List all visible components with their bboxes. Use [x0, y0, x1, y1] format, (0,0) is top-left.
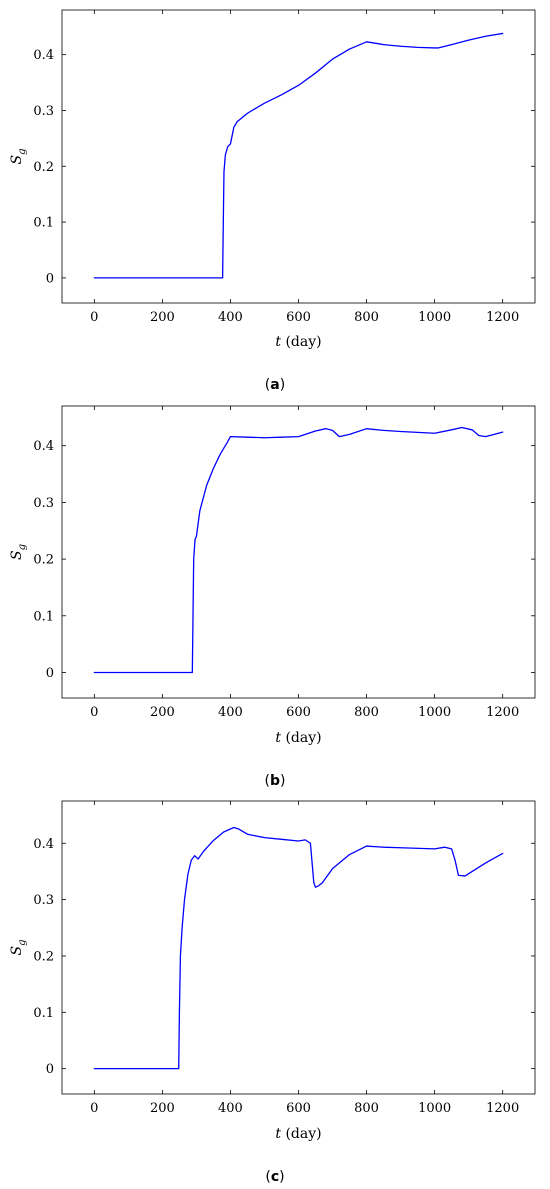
y-axis-label: Sg: [9, 940, 28, 956]
panel-caption: (c): [265, 1169, 284, 1185]
y-axis-label-sub: g: [17, 149, 28, 155]
x-tick-label: 0: [90, 1101, 98, 1116]
x-tick-label: 200: [150, 1101, 175, 1116]
y-axis-label: Sg: [9, 149, 28, 165]
panel-caption-letter: b: [270, 773, 280, 789]
x-tick-label: 1000: [418, 1101, 451, 1116]
x-axis-label-var: t: [275, 1126, 281, 1142]
y-tick-label: 0: [46, 1062, 54, 1077]
y-tick-label: 0: [46, 271, 54, 286]
y-tick-label: 0.2: [33, 949, 54, 964]
y-tick-label: 0.4: [33, 439, 54, 454]
x-tick-label: 1000: [418, 310, 451, 325]
y-tick-label: 0.1: [33, 1006, 54, 1021]
panel-caption-letter: a: [270, 377, 279, 393]
y-axis-label-main: S: [9, 155, 25, 165]
panel-caption: (a): [265, 377, 285, 393]
y-axis-label-main: S: [9, 946, 25, 956]
x-tick-label: 200: [150, 310, 175, 325]
y-tick-label: 0.2: [33, 160, 54, 175]
x-tick-label: 1000: [418, 705, 451, 720]
y-tick-label: 0.4: [33, 837, 54, 852]
x-tick-label: 0: [90, 705, 98, 720]
x-tick-label: 1200: [486, 310, 519, 325]
x-axis-label: t (day): [275, 730, 321, 746]
x-tick-label: 200: [150, 705, 175, 720]
x-axis-label-var: t: [275, 334, 281, 350]
y-tick-label: 0.4: [33, 48, 54, 63]
x-axis-label-unit: (day): [285, 334, 321, 350]
y-axis-label: Sg: [9, 544, 28, 560]
x-axis-label-unit: (day): [285, 730, 321, 746]
y-tick-label: 0.1: [33, 609, 54, 624]
x-axis-label-var: t: [275, 730, 281, 746]
x-tick-label: 1200: [486, 1101, 519, 1116]
chart-panel-c: 0 200 400 600 800 1000 1200 0 0.1 0.2 0.3 0.4 t (day…: [9, 800, 536, 1185]
x-tick-label: 600: [286, 1101, 311, 1116]
y-axis-label-main: S: [9, 550, 25, 560]
x-tick-label: 0: [90, 310, 98, 325]
y-axis-label-sub: g: [17, 940, 28, 946]
panel-caption-letter: c: [271, 1169, 279, 1185]
y-tick-label: 0.1: [33, 216, 54, 231]
x-tick-label: 800: [354, 705, 379, 720]
y-axis-label-sub: g: [17, 544, 28, 550]
y-tick-label: 0.3: [33, 893, 54, 908]
x-tick-label: 600: [286, 705, 311, 720]
plot-frame: [61, 405, 536, 699]
x-tick-label: 1200: [486, 705, 519, 720]
x-tick-label: 400: [218, 310, 243, 325]
x-axis-label: t (day): [275, 334, 321, 350]
y-tick-label: 0.2: [33, 553, 54, 568]
plot-frame: [61, 9, 536, 304]
y-tick-label: 0: [46, 666, 54, 681]
series-line: [93, 826, 504, 1070]
x-tick-label: 600: [286, 310, 311, 325]
x-tick-label: 400: [218, 705, 243, 720]
series-line: [93, 426, 504, 674]
plot-frame: [61, 800, 536, 1095]
x-tick-label: 800: [354, 310, 379, 325]
x-axis-label-unit: (day): [285, 1126, 321, 1142]
panel-caption: (b): [265, 773, 286, 789]
chart-panel-b: 0 200 400 600 800 1000 1200 0 0.1 0.2 0.3 0.4 t (day…: [9, 405, 536, 789]
y-tick-label: 0.3: [33, 496, 54, 511]
series-line: [93, 32, 504, 279]
y-tick-label: 0.3: [33, 104, 54, 119]
x-tick-label: 800: [354, 1101, 379, 1116]
x-tick-label: 400: [218, 1101, 243, 1116]
x-axis-label: t (day): [275, 1126, 321, 1142]
chart-panel-a: 0 200 400 600 800 1000 1200 0 0.1 0.2 0.3 0.4 t (day…: [9, 9, 536, 393]
